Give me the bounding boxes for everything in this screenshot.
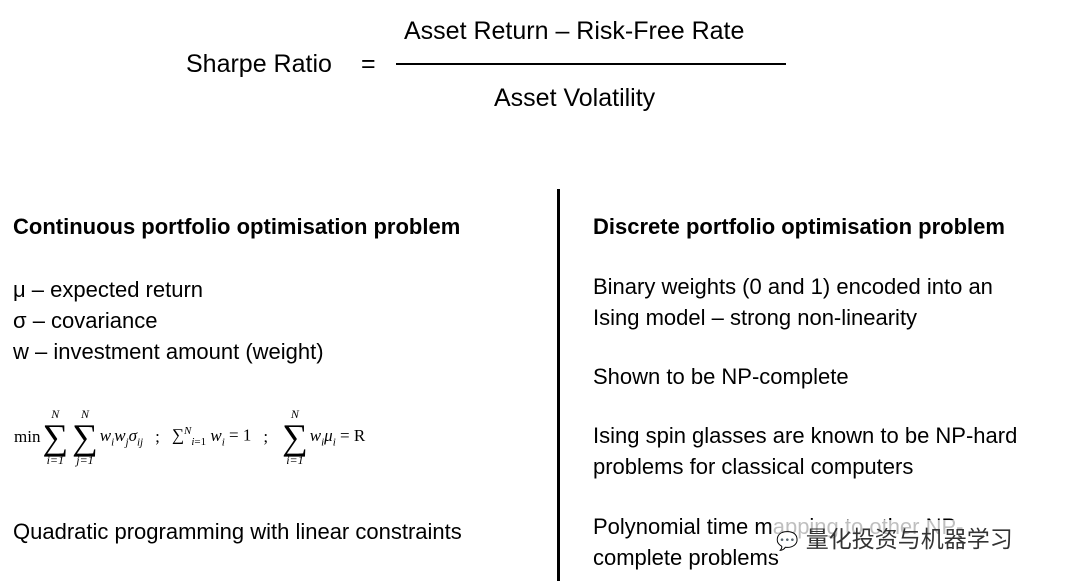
separator-1: ; bbox=[155, 427, 160, 446]
sum-j: N ∑ j=1 bbox=[72, 407, 98, 467]
right-item-1-line-2: Ising model – strong non-linearity bbox=[593, 305, 918, 330]
right-item-4-line-2: complete problems bbox=[593, 545, 779, 570]
definitions-list: μ – expected return σ – covariance w – i… bbox=[13, 274, 324, 367]
right-item-3-line-1: Ising spin glasses are known to be NP-ha… bbox=[593, 423, 1018, 448]
left-heading: Continuous portfolio optimisation proble… bbox=[13, 214, 461, 239]
right-heading: Discrete portfolio optimisation problem bbox=[593, 214, 1005, 239]
sum-return: N ∑ i=1 bbox=[282, 407, 308, 467]
definition-mu: μ – expected return bbox=[13, 277, 204, 302]
constraint-return: wiμi = R bbox=[309, 425, 366, 449]
right-item-1-line-1: Binary weights (0 and 1) encoded into an bbox=[593, 274, 993, 299]
right-item-2-line-1: Shown to be NP-complete bbox=[593, 364, 849, 389]
objective-term: wiwjσij bbox=[99, 425, 144, 449]
left-footer: Quadratic programming with linear constr… bbox=[13, 519, 462, 544]
right-item-2: Shown to be NP-complete bbox=[593, 361, 849, 392]
right-item-3-line-2: problems for classical computers bbox=[593, 454, 914, 479]
separator-2: ; bbox=[263, 427, 269, 446]
definition-sigma: σ – covariance bbox=[13, 308, 158, 333]
right-item-1: Binary weights (0 and 1) encoded into an… bbox=[593, 271, 993, 333]
formula-denominator: Asset Volatility bbox=[494, 84, 656, 112]
sum-i: N ∑ i=1 bbox=[42, 407, 69, 467]
watermark: 💬 量化投资与机器学习 bbox=[772, 520, 1017, 554]
right-item-3: Ising spin glasses are known to be NP-ha… bbox=[593, 420, 1017, 482]
watermark-text: 量化投资与机器学习 bbox=[805, 527, 1013, 553]
definition-w: w – investment amount (weight) bbox=[13, 339, 324, 364]
fraction-bar bbox=[396, 63, 786, 65]
constraint-weights: ∑Ni=1 wi = 1 bbox=[171, 425, 252, 449]
min-operator: min bbox=[14, 427, 41, 446]
optimisation-equation: min N ∑ i=1 N ∑ j=1 wiwjσij ; ∑Ni=1 wi =… bbox=[14, 402, 365, 472]
formula-equals: = bbox=[361, 50, 376, 78]
formula-lhs: Sharpe Ratio bbox=[186, 50, 332, 78]
wechat-icon: 💬 bbox=[776, 531, 799, 552]
formula-numerator: Asset Return – Risk-Free Rate bbox=[404, 17, 745, 45]
column-divider bbox=[557, 189, 560, 581]
